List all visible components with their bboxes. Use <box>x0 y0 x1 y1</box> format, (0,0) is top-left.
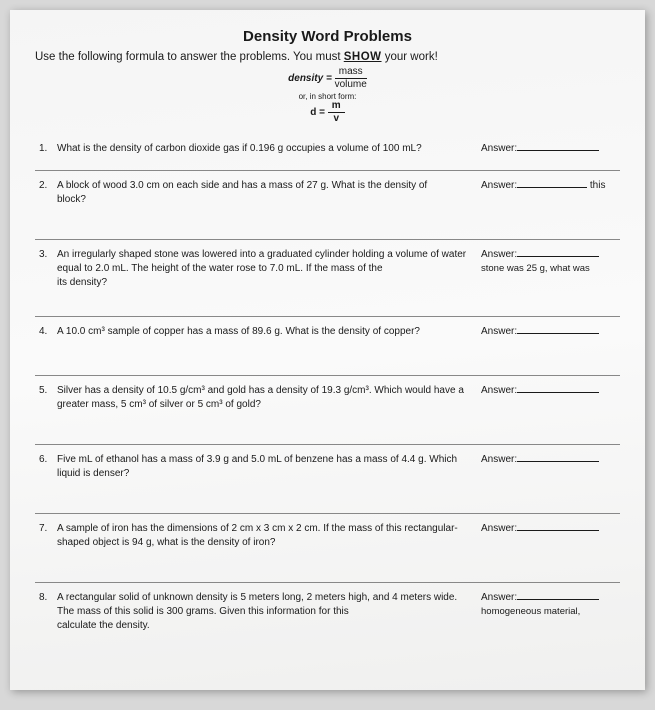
answer-blank[interactable] <box>517 599 599 600</box>
problem-2: 2. A block of wood 3.0 cm on each side a… <box>35 171 620 240</box>
frac-bot: volume <box>335 79 367 90</box>
instr-suffix: your work! <box>382 51 438 63</box>
answer-blank[interactable] <box>517 187 587 188</box>
short-d: d = <box>310 107 325 118</box>
question-text: What is the density of carbon dioxide ga… <box>57 142 481 156</box>
answer-blank[interactable] <box>517 530 599 531</box>
answer-area: Answer: <box>481 142 616 156</box>
answer-label: Answer: <box>481 249 517 260</box>
problem-number: 2. <box>39 179 57 193</box>
problem-1: 1. What is the density of carbon dioxide… <box>35 134 620 171</box>
question-text: An irregularly shaped stone was lowered … <box>57 248 481 290</box>
problem-4: 4. A 10.0 cm³ sample of copper has a mas… <box>35 317 620 376</box>
answer-label: Answer: <box>481 592 517 603</box>
answer-blank[interactable] <box>517 256 599 257</box>
problem-3: 3. An irregularly shaped stone was lower… <box>35 240 620 317</box>
instr-prefix: Use the following formula to answer the … <box>35 51 344 63</box>
problem-7: 7. A sample of iron has the dimensions o… <box>35 514 620 583</box>
answer-label: Answer: <box>481 523 517 534</box>
short-v: v <box>328 113 345 124</box>
answer-label: Answer: <box>481 143 517 154</box>
problem-5: 5. Silver has a density of 10.5 g/cm³ an… <box>35 376 620 445</box>
answer-label: Answer: <box>481 326 517 337</box>
question-text: A rectangular solid of unknown density i… <box>57 591 481 633</box>
problem-number: 8. <box>39 591 57 605</box>
answer-blank[interactable] <box>517 392 599 393</box>
answer-blank[interactable] <box>517 461 599 462</box>
instructions: Use the following formula to answer the … <box>35 51 620 63</box>
answer-area: Answer: <box>481 325 616 339</box>
answer-blank[interactable] <box>517 150 599 151</box>
fraction: mass volume <box>335 67 367 90</box>
problem-number: 6. <box>39 453 57 467</box>
answer-area: Answer:stone was 25 g, what was <box>481 248 616 276</box>
short-m: m <box>328 101 345 113</box>
problem-8: 8. A rectangular solid of unknown densit… <box>35 583 620 651</box>
worksheet-page: Density Word Problems Use the following … <box>10 10 645 690</box>
answer-area: Answer: this <box>481 179 616 193</box>
problem-number: 5. <box>39 384 57 398</box>
frac-top: mass <box>335 67 367 79</box>
answer-area: Answer: <box>481 522 616 536</box>
answer-blank[interactable] <box>517 333 599 334</box>
answer-label: Answer: <box>481 454 517 465</box>
problem-6: 6. Five mL of ethanol has a mass of 3.9 … <box>35 445 620 514</box>
answer-label: Answer: <box>481 180 517 191</box>
answer-label: Answer: <box>481 385 517 396</box>
instr-bold: SHOW <box>344 51 382 63</box>
short-formula: d = m v <box>35 101 620 124</box>
problem-number: 7. <box>39 522 57 536</box>
answer-area: Answer: <box>481 453 616 467</box>
problem-number: 4. <box>39 325 57 339</box>
density-label: density = <box>288 73 332 84</box>
answer-area: Answer: <box>481 384 616 398</box>
problem-number: 3. <box>39 248 57 262</box>
question-text: Silver has a density of 10.5 g/cm³ and g… <box>57 384 481 412</box>
question-text: A sample of iron has the dimensions of 2… <box>57 522 481 550</box>
question-text: A block of wood 3.0 cm on each side and … <box>57 179 481 207</box>
page-title: Density Word Problems <box>35 28 620 45</box>
question-text: A 10.0 cm³ sample of copper has a mass o… <box>57 325 481 339</box>
short-form-label: or, in short form: <box>35 92 620 101</box>
formula-block: density = mass volume or, in short form:… <box>35 67 620 124</box>
question-text: Five mL of ethanol has a mass of 3.9 g a… <box>57 453 481 481</box>
short-frac: m v <box>328 101 345 124</box>
answer-area: Answer:homogeneous material, <box>481 591 616 619</box>
problem-number: 1. <box>39 142 57 156</box>
